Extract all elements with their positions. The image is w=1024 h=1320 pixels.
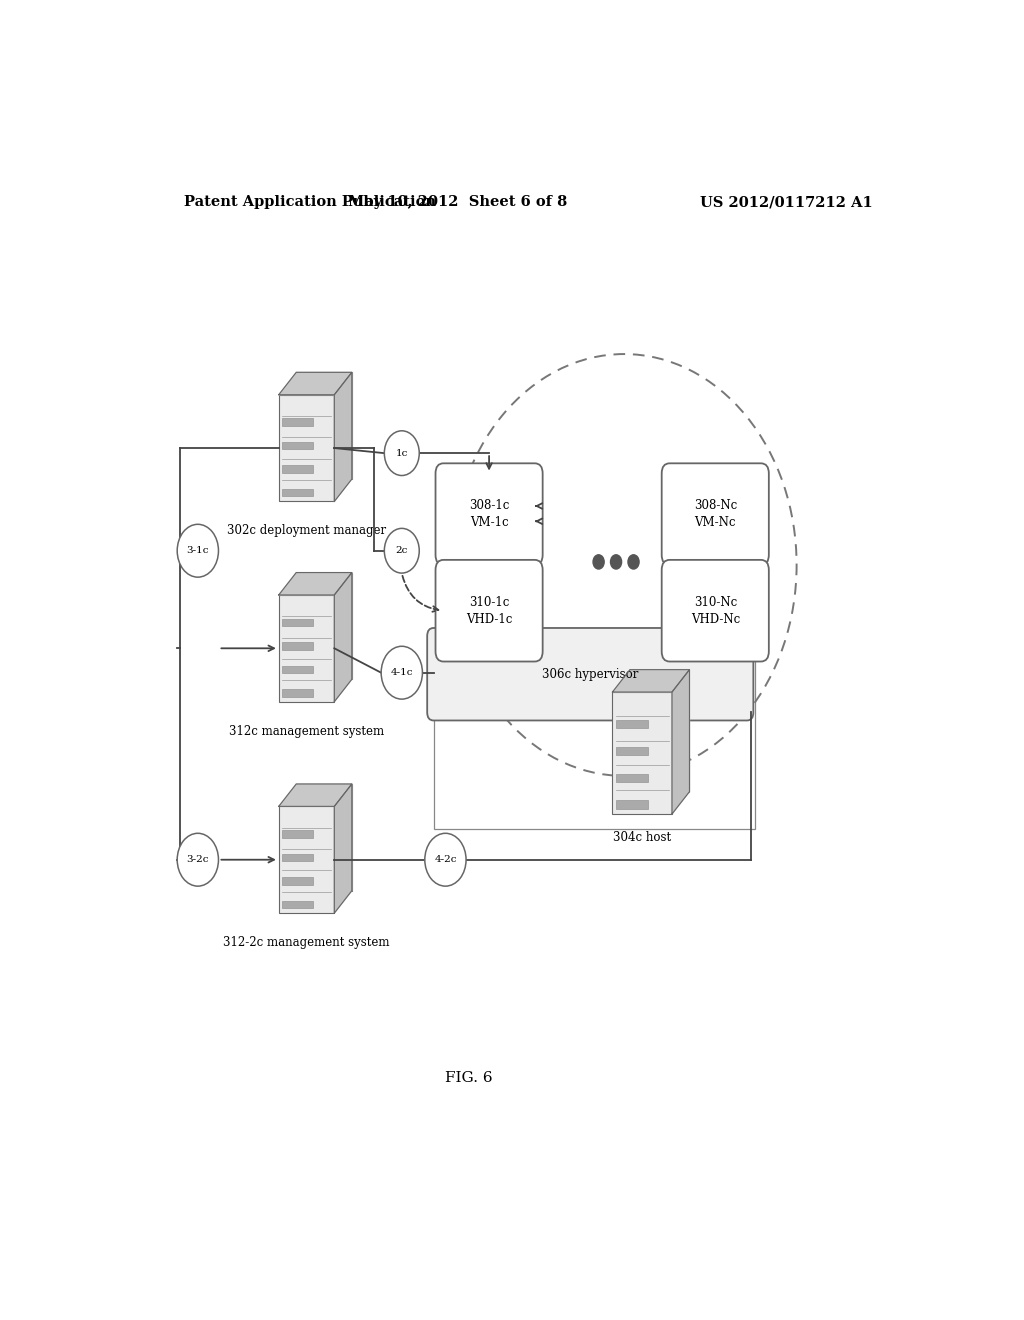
Circle shape <box>384 430 419 475</box>
Polygon shape <box>672 669 689 814</box>
Polygon shape <box>334 784 352 913</box>
FancyBboxPatch shape <box>282 900 312 908</box>
FancyBboxPatch shape <box>279 395 334 502</box>
Text: 312c management system: 312c management system <box>229 725 384 738</box>
Text: May 10, 2012  Sheet 6 of 8: May 10, 2012 Sheet 6 of 8 <box>348 195 567 209</box>
Text: 4-1c: 4-1c <box>390 668 413 677</box>
FancyBboxPatch shape <box>282 642 312 649</box>
FancyBboxPatch shape <box>630 669 689 792</box>
Circle shape <box>628 554 639 569</box>
FancyBboxPatch shape <box>282 665 312 673</box>
FancyBboxPatch shape <box>615 774 648 781</box>
Polygon shape <box>279 784 352 807</box>
Circle shape <box>593 554 604 569</box>
Text: FIG. 6: FIG. 6 <box>445 1072 494 1085</box>
FancyBboxPatch shape <box>662 463 769 565</box>
Polygon shape <box>279 573 352 595</box>
Circle shape <box>177 833 218 886</box>
FancyBboxPatch shape <box>282 418 312 426</box>
Text: 2c: 2c <box>395 546 408 556</box>
Polygon shape <box>612 669 689 692</box>
Text: Patent Application Publication: Patent Application Publication <box>183 195 435 209</box>
Text: 310-Nc
VHD-Nc: 310-Nc VHD-Nc <box>690 595 740 626</box>
Circle shape <box>384 528 419 573</box>
Text: 3-2c: 3-2c <box>186 855 209 865</box>
FancyBboxPatch shape <box>279 807 334 913</box>
Text: 4-2c: 4-2c <box>434 855 457 865</box>
Text: 302c deployment manager: 302c deployment manager <box>227 524 386 537</box>
FancyBboxPatch shape <box>296 573 352 680</box>
Text: 306c hypervisor: 306c hypervisor <box>542 668 638 681</box>
FancyBboxPatch shape <box>282 876 312 884</box>
Circle shape <box>177 524 218 577</box>
Polygon shape <box>334 372 352 502</box>
Text: 308-1c
VM-1c: 308-1c VM-1c <box>469 499 509 529</box>
FancyBboxPatch shape <box>612 692 672 814</box>
Circle shape <box>425 833 466 886</box>
FancyBboxPatch shape <box>296 784 352 891</box>
FancyBboxPatch shape <box>615 800 648 809</box>
FancyBboxPatch shape <box>615 747 648 755</box>
Text: US 2012/0117212 A1: US 2012/0117212 A1 <box>700 195 873 209</box>
Text: 312-2c management system: 312-2c management system <box>223 936 390 949</box>
Polygon shape <box>279 372 352 395</box>
FancyBboxPatch shape <box>279 595 334 702</box>
FancyBboxPatch shape <box>282 442 312 449</box>
FancyBboxPatch shape <box>282 854 312 861</box>
Text: 1c: 1c <box>395 449 408 458</box>
Text: 3-1c: 3-1c <box>186 546 209 556</box>
Circle shape <box>610 554 622 569</box>
FancyBboxPatch shape <box>282 619 312 626</box>
Circle shape <box>381 647 423 700</box>
FancyBboxPatch shape <box>282 689 312 697</box>
FancyBboxPatch shape <box>282 488 312 496</box>
FancyBboxPatch shape <box>615 719 648 729</box>
FancyBboxPatch shape <box>296 372 352 479</box>
Text: 304c host: 304c host <box>613 832 672 845</box>
FancyBboxPatch shape <box>435 463 543 565</box>
FancyBboxPatch shape <box>427 628 754 721</box>
FancyBboxPatch shape <box>282 830 312 838</box>
Polygon shape <box>334 573 352 702</box>
FancyBboxPatch shape <box>282 466 312 473</box>
Text: 308-Nc
VM-Nc: 308-Nc VM-Nc <box>693 499 737 529</box>
FancyBboxPatch shape <box>435 560 543 661</box>
FancyBboxPatch shape <box>662 560 769 661</box>
Text: 310-1c
VHD-1c: 310-1c VHD-1c <box>466 595 512 626</box>
